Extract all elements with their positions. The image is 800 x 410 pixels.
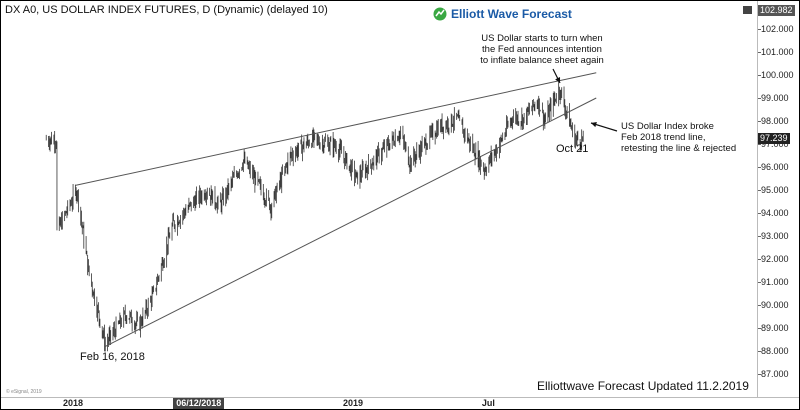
y-tick-label: 97.000 [761, 139, 789, 149]
y-tick-mark [758, 236, 761, 237]
price-candles [45, 81, 584, 352]
ewf-logo-icon [433, 7, 447, 21]
y-tick-mark [758, 374, 761, 375]
y-tick-label: 87.000 [761, 369, 789, 379]
annotation-line: retesting the line & rejected [621, 143, 737, 154]
y-tick-mark [758, 144, 761, 145]
plot-area[interactable]: DX A0, US DOLLAR INDEX FUTURES, D (Dynam… [1, 1, 757, 397]
y-tick-mark [758, 213, 761, 214]
y-tick-label: 91.000 [761, 277, 789, 287]
y-tick-mark [758, 328, 761, 329]
y-tick-label: 101.000 [761, 47, 794, 57]
y-tick-label: 92.000 [761, 254, 789, 264]
chart-title: DX A0, US DOLLAR INDEX FUTURES, D (Dynam… [5, 4, 328, 16]
fed-arrow-head [555, 77, 561, 83]
annotation-line: to inflate balance sheet again [480, 55, 604, 66]
top-price-box: 102.982 [758, 5, 795, 16]
trendline-upper[interactable] [75, 72, 597, 186]
y-tick-label: 90.000 [761, 300, 789, 310]
annotation-line: the Fed announces intention [482, 44, 602, 55]
y-tick-label: 88.000 [761, 346, 789, 356]
y-tick-label: 98.000 [761, 116, 789, 126]
y-tick-label: 99.000 [761, 93, 789, 103]
maximize-icon[interactable] [743, 6, 752, 14]
current-price-box: 97.239 [758, 132, 790, 144]
x-axis[interactable]: 2018 06/12/2018 2019 Jul [1, 397, 799, 409]
y-tick-label: 95.000 [761, 185, 789, 195]
y-axis[interactable]: 102.982 102.000 101.000 100.000 99.000 98.00… [757, 1, 799, 397]
y-tick-label: 89.000 [761, 323, 789, 333]
y-tick-mark [758, 282, 761, 283]
y-tick-label: 96.000 [761, 162, 789, 172]
x-tick-label: 06/12/2018 [173, 398, 225, 409]
y-tick-label: 102.000 [761, 24, 794, 34]
y-tick-mark [758, 351, 761, 352]
logo-text: Elliott Wave Forecast [451, 7, 572, 21]
y-tick-mark [758, 121, 761, 122]
x-tick-label: Jul [481, 398, 495, 408]
y-tick-label: 94.000 [761, 208, 789, 218]
y-tick-mark [758, 167, 761, 168]
brand-logo: Elliott Wave Forecast [433, 7, 572, 21]
annotation-line: US Dollar Index broke [621, 121, 714, 132]
y-tick-mark [758, 259, 761, 260]
y-tick-mark [758, 190, 761, 191]
esignal-credit: © eSignal, 2019 [6, 389, 42, 395]
annotation-line: US Dollar starts to turn when [481, 33, 603, 44]
feb-label: Feb 16, 2018 [80, 351, 145, 363]
oct-label: Oct 21 [556, 143, 589, 155]
broke-annotation: US Dollar Index broke Feb 2018 trend lin… [621, 121, 757, 154]
chart-canvas [45, 68, 618, 352]
y-tick-mark [758, 305, 761, 306]
y-tick-label: 100.000 [761, 70, 794, 80]
trendlines [75, 72, 597, 347]
footer-caption: Elliottwave Forecast Updated 11.2.2019 [537, 379, 749, 393]
broke-arrow-head [591, 121, 597, 128]
y-tick-mark [758, 29, 761, 30]
x-tick-label: 2019 [343, 398, 364, 408]
y-tick-mark [758, 52, 761, 53]
y-tick-mark [758, 75, 761, 76]
x-tick-label: 2018 [63, 398, 84, 408]
trendline-lower[interactable] [105, 97, 597, 347]
annotation-arrows [552, 68, 618, 132]
y-tick-mark [758, 98, 761, 99]
annotation-line: Feb 2018 trend line, [621, 132, 706, 143]
fed-annotation: US Dollar starts to turn when the Fed an… [467, 33, 617, 66]
y-tick-label: 93.000 [761, 231, 789, 241]
